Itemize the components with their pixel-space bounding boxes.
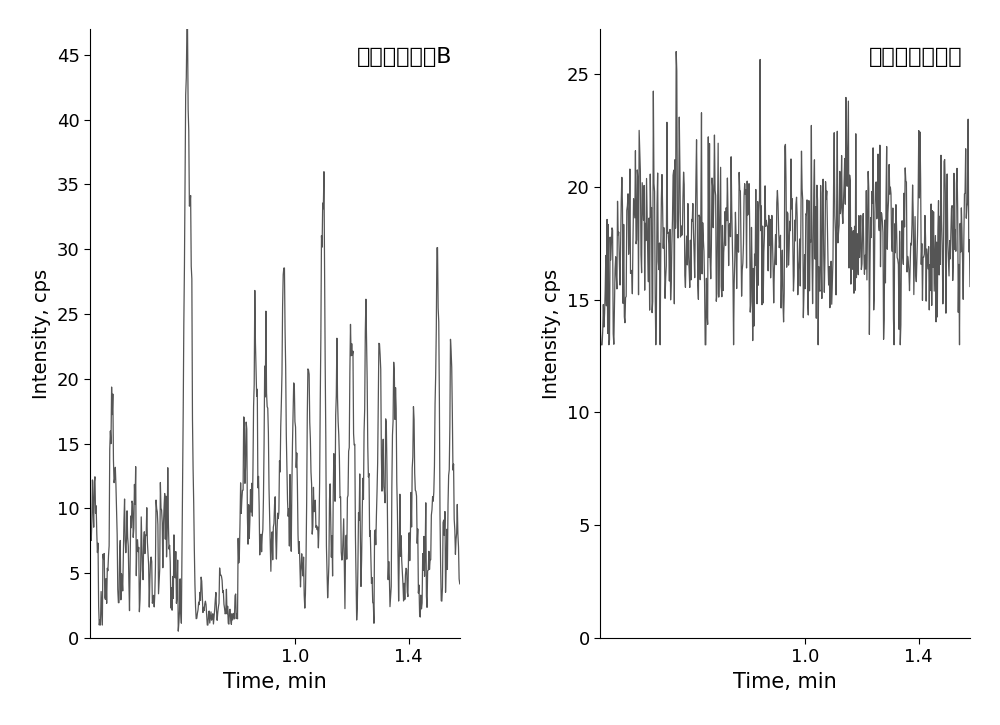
Y-axis label: Intensity, cps: Intensity, cps — [542, 268, 561, 399]
X-axis label: Time, min: Time, min — [733, 672, 837, 692]
Text: 半甘草异黄酮B: 半甘草异黄酮B — [357, 47, 452, 67]
X-axis label: Time, min: Time, min — [223, 672, 327, 692]
Text: 替硒唠（内标）: 替硒唠（内标） — [869, 47, 963, 67]
Y-axis label: Intensity, cps: Intensity, cps — [32, 268, 51, 399]
